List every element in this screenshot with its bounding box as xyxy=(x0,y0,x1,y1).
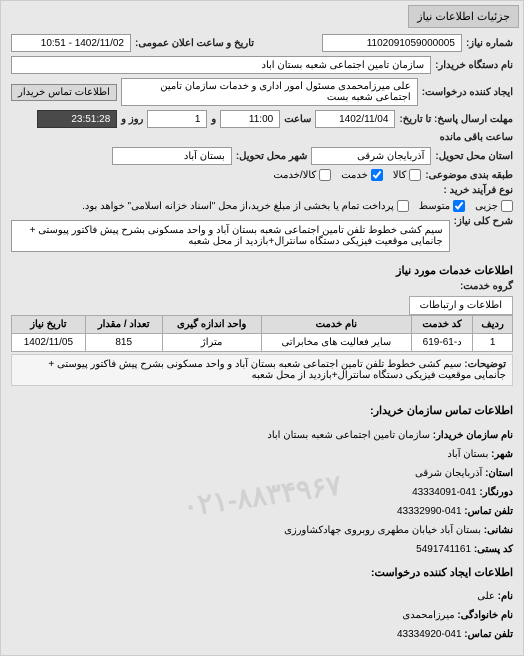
cell-qty: 815 xyxy=(85,334,162,352)
cat-service-input[interactable] xyxy=(371,169,383,181)
col-unit: واحد اندازه گیری xyxy=(162,316,261,334)
buyer-org-value: سازمان تامین اجتماعی شعبه بستان اباد xyxy=(11,56,431,74)
creator-fname-value: علی xyxy=(477,591,495,602)
contact-province-label: استان: xyxy=(485,468,513,479)
contact-title: اطلاعات تماس سازمان خریدار: xyxy=(11,398,513,425)
countdown-value: 23:51:28 xyxy=(37,110,117,128)
deadline-date-value: 1402/11/04 xyxy=(315,110,395,128)
cat-goods-svc-input[interactable] xyxy=(319,169,331,181)
creator-title: اطلاعات ایجاد کننده درخواست: xyxy=(11,560,513,587)
group-label: گروه خدمت: xyxy=(460,281,513,292)
contact-org-label: نام سازمان خریدار: xyxy=(433,430,513,441)
desc-value: سیم کشی خطوط تلفن تامین اجتماعی شعبه بست… xyxy=(48,359,506,381)
desc-label: توضیحات: xyxy=(464,359,506,370)
cat-service-label: خدمت xyxy=(341,170,368,181)
cat-service-checkbox[interactable]: خدمت xyxy=(341,169,383,181)
pt-medium-label: متوسط xyxy=(419,201,450,212)
city-value: بستان آباد xyxy=(112,147,232,165)
cell-row: 1 xyxy=(473,334,513,352)
contact-address-label: نشانی: xyxy=(484,525,513,536)
table-row: 1 د-61-619 سایر فعالیت های مخابراتی مترا… xyxy=(12,334,513,352)
requester-value: علی میرزامحمدی مسئول امور اداری و خدمات … xyxy=(121,78,418,106)
cat-goods-svc-label: کالا/خدمت xyxy=(273,170,316,181)
contact-city-label: شهر: xyxy=(491,449,513,460)
province-value: آذربایجان شرقی xyxy=(311,147,431,165)
contact-province-value: آذربایجان شرقی xyxy=(415,468,482,479)
deadline-time-value: 11:00 xyxy=(220,110,280,128)
services-tab[interactable]: اطلاعات و ارتباطات xyxy=(409,296,513,315)
cell-unit: متراژ xyxy=(162,334,261,352)
col-code: کد خدمت xyxy=(412,316,473,334)
cat-goods-input[interactable] xyxy=(409,169,421,181)
pt-medium-checkbox[interactable]: متوسط xyxy=(419,200,465,212)
purchase-type-label: نوع فرآیند خرید : xyxy=(444,185,513,196)
announce-date-label: تاریخ و ساعت اعلان عمومی: xyxy=(135,38,254,49)
and-label: و xyxy=(211,114,216,125)
cell-date: 1402/11/05 xyxy=(12,334,86,352)
city-label: شهر محل تحویل: xyxy=(236,151,308,162)
table-header-row: ردیف کد خدمت نام خدمت واحد اندازه گیری ت… xyxy=(12,316,513,334)
category-label: طبقه بندی موضوعی: xyxy=(425,170,513,181)
col-row: ردیف xyxy=(473,316,513,334)
buyer-org-label: نام دستگاه خریدار: xyxy=(435,60,513,71)
announce-date-value: 1402/11/02 - 10:51 xyxy=(11,34,131,52)
cat-goods-label: کالا xyxy=(393,170,407,181)
contact-postal-value: 5491741161 xyxy=(416,544,471,555)
time-label: ساعت xyxy=(284,114,311,125)
contact-phone-label: تلفن تماس: xyxy=(464,506,513,517)
contact-org-value: سازمان تامین اجتماعی شعبه بستان اباد xyxy=(267,430,430,441)
pt-small-input[interactable] xyxy=(501,200,513,212)
req-number-label: شماره نیاز: xyxy=(466,38,513,49)
header-tab: جزئیات اطلاعات نیاز xyxy=(408,5,519,28)
cat-goods-checkbox[interactable]: کالا xyxy=(393,169,422,181)
services-table: ردیف کد خدمت نام خدمت واحد اندازه گیری ت… xyxy=(11,315,513,352)
col-qty: تعداد / مقدار xyxy=(85,316,162,334)
pt-small-checkbox[interactable]: جزیی xyxy=(475,200,513,212)
contact-fax-label: دورنگار: xyxy=(479,487,513,498)
contact-city-value: بستان آباد xyxy=(447,449,488,460)
services-title: اطلاعات خدمات مورد نیاز xyxy=(11,260,513,281)
contact-postal-label: کد پستی: xyxy=(474,544,513,555)
contact-phone-value: 041-43332990 xyxy=(397,506,462,517)
pt-medium-input[interactable] xyxy=(453,200,465,212)
days-label: روز و xyxy=(121,114,143,125)
province-label: استان محل تحویل: xyxy=(435,151,513,162)
creator-lname-value: میرزامحمدی xyxy=(402,610,454,621)
pt-note-label: پرداخت تمام یا بخشی از مبلغ خرید،از محل … xyxy=(82,201,394,212)
remaining-label: ساعت باقی مانده xyxy=(440,132,513,143)
contact-info-button[interactable]: اطلاعات تماس خریدار xyxy=(11,84,117,101)
contact-address-value: بستان آباد خیابان مطهری روبروی جهادکشاور… xyxy=(284,525,481,536)
col-name: نام خدمت xyxy=(261,316,411,334)
cell-code: د-61-619 xyxy=(412,334,473,352)
pt-small-label: جزیی xyxy=(475,201,498,212)
summary-label: شرح کلی نیاز: xyxy=(454,216,513,227)
deadline-label: مهلت ارسال پاسخ: تا تاریخ: xyxy=(399,114,513,125)
creator-phone-value: 041-43334920 xyxy=(397,629,462,640)
days-value: 1 xyxy=(147,110,207,128)
cat-goods-svc-checkbox[interactable]: کالا/خدمت xyxy=(273,169,331,181)
creator-phone-label: تلفن تماس: xyxy=(464,629,513,640)
pt-note-input[interactable] xyxy=(397,200,409,212)
col-date: تاریخ نیاز xyxy=(12,316,86,334)
requester-label: ایجاد کننده درخواست: xyxy=(422,87,513,98)
contact-fax-value: 041-43334091 xyxy=(412,487,477,498)
creator-lname-label: نام خانوادگی: xyxy=(457,610,513,621)
summary-value: سیم کشی خطوط تلفن تامین اجتماعی شعبه بست… xyxy=(11,220,450,252)
creator-fname-label: نام: xyxy=(498,591,513,602)
pt-note-checkbox[interactable]: پرداخت تمام یا بخشی از مبلغ خرید،از محل … xyxy=(82,200,409,212)
cell-name: سایر فعالیت های مخابراتی xyxy=(261,334,411,352)
req-number-value: 1102091059000005 xyxy=(322,34,462,52)
